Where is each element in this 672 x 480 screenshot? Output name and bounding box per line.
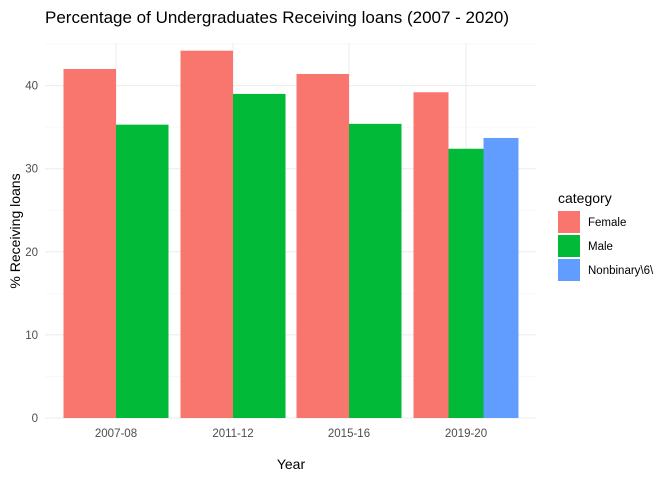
legend-key [558, 235, 580, 257]
bar-male-2015-16 [349, 123, 402, 419]
y-tick-label: 10 [25, 330, 38, 342]
y-tick-label: 20 [25, 247, 38, 259]
bar-female-2015-16 [296, 73, 349, 418]
x-axis-title: Year [277, 456, 306, 472]
x-tick-label: 2015-16 [328, 428, 370, 440]
y-tick-label: 30 [25, 164, 38, 176]
bar-nonbinary-6-2019-20 [483, 137, 519, 418]
bar-male-2011-12 [233, 93, 286, 418]
legend-title: category [558, 190, 612, 206]
chart-title: Percentage of Undergraduates Receiving l… [45, 8, 509, 27]
x-tick-label: 2019-20 [445, 428, 487, 440]
y-tick-label: 40 [25, 81, 38, 93]
legend-label: Nonbinary\6\ [588, 265, 654, 277]
bars [63, 50, 519, 419]
legend-key [558, 211, 580, 233]
x-tick-label: 2007-08 [95, 428, 137, 440]
legend-label: Female [588, 217, 626, 229]
y-tick-label: 0 [32, 413, 38, 425]
legend-key [558, 259, 580, 281]
y-axis-title: % Receiving loans [7, 173, 23, 288]
bar-female-2019-20 [413, 92, 449, 419]
bar-female-2007-08 [63, 68, 116, 418]
bar-male-2019-20 [448, 148, 484, 419]
legend: category Female Male Nonbinary\6\ [558, 190, 654, 281]
x-tick-label: 2011-12 [212, 428, 253, 440]
legend-label: Male [588, 241, 613, 253]
bar-female-2011-12 [180, 50, 233, 418]
bar-male-2007-08 [116, 124, 169, 419]
x-axis-ticks: 2007-08 2011-12 2015-16 2019-20 [95, 428, 487, 440]
y-axis-ticks: 0 10 20 30 40 [25, 81, 38, 425]
